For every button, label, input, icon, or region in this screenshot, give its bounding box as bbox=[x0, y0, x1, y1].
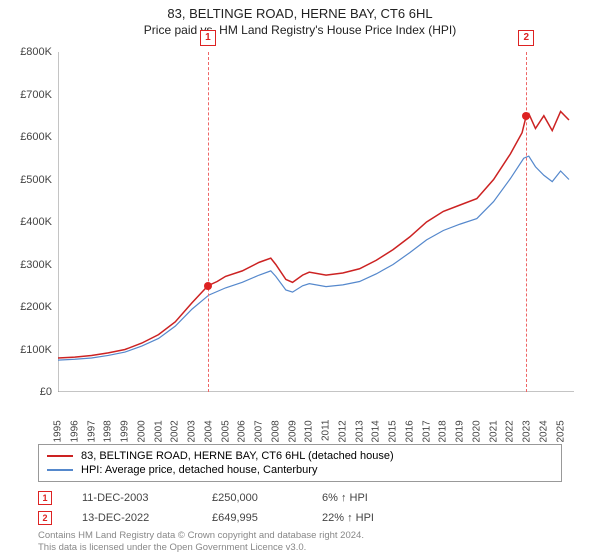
x-axis-label: 2006 bbox=[237, 420, 248, 442]
x-axis-label: 1998 bbox=[103, 420, 114, 442]
sale-marker: 1 bbox=[38, 491, 52, 505]
sale-price: £250,000 bbox=[212, 492, 292, 504]
sale-date: 11-DEC-2003 bbox=[82, 492, 182, 504]
sale-pct: 22% ↑ HPI bbox=[322, 512, 374, 524]
y-axis-label: £600K bbox=[0, 131, 52, 143]
x-axis-label: 1999 bbox=[120, 420, 131, 442]
x-axis-label: 2017 bbox=[421, 420, 432, 442]
x-axis-label: 2005 bbox=[220, 420, 231, 442]
x-axis-label: 2021 bbox=[488, 420, 499, 442]
y-axis-label: £800K bbox=[0, 46, 52, 58]
sale-row: 2 13-DEC-2022 £649,995 22% ↑ HPI bbox=[38, 508, 562, 528]
price-chart bbox=[58, 52, 574, 392]
x-axis-label: 2025 bbox=[555, 420, 566, 442]
sale-date: 13-DEC-2022 bbox=[82, 512, 182, 524]
x-axis-label: 1997 bbox=[86, 420, 97, 442]
x-axis-label: 2007 bbox=[254, 420, 265, 442]
marker-vline bbox=[208, 52, 209, 392]
legend-item: HPI: Average price, detached house, Cant… bbox=[47, 463, 553, 477]
y-axis-label: £400K bbox=[0, 216, 52, 228]
x-axis-label: 2004 bbox=[203, 420, 214, 442]
x-axis-label: 2013 bbox=[354, 420, 365, 442]
x-axis-label: 2008 bbox=[270, 420, 281, 442]
x-axis-label: 2010 bbox=[304, 420, 315, 442]
x-axis-label: 2022 bbox=[505, 420, 516, 442]
x-axis-label: 2012 bbox=[337, 420, 348, 442]
marker-dot bbox=[204, 282, 212, 290]
y-axis-label: £100K bbox=[0, 344, 52, 356]
x-axis-label: 2018 bbox=[438, 420, 449, 442]
sales-table: 1 11-DEC-2003 £250,000 6% ↑ HPI 2 13-DEC… bbox=[38, 488, 562, 528]
y-axis-label: £0 bbox=[0, 386, 52, 398]
x-axis-label: 2000 bbox=[136, 420, 147, 442]
x-axis-label: 2019 bbox=[455, 420, 466, 442]
x-axis-label: 2015 bbox=[388, 420, 399, 442]
y-axis-label: £700K bbox=[0, 89, 52, 101]
y-axis-label: £300K bbox=[0, 259, 52, 271]
y-axis-label: £500K bbox=[0, 174, 52, 186]
x-axis-label: 2003 bbox=[187, 420, 198, 442]
x-axis-label: 2023 bbox=[522, 420, 533, 442]
x-axis-label: 2011 bbox=[321, 420, 332, 442]
sale-price: £649,995 bbox=[212, 512, 292, 524]
x-axis-label: 2009 bbox=[287, 420, 298, 442]
legend: 83, BELTINGE ROAD, HERNE BAY, CT6 6HL (d… bbox=[38, 444, 562, 482]
x-axis-label: 2002 bbox=[170, 420, 181, 442]
x-axis-label: 2014 bbox=[371, 420, 382, 442]
marker-dot bbox=[522, 112, 530, 120]
page-title: 83, BELTINGE ROAD, HERNE BAY, CT6 6HL bbox=[0, 0, 600, 21]
x-axis-label: 1996 bbox=[69, 420, 80, 442]
footer-attribution: Contains HM Land Registry data © Crown c… bbox=[38, 530, 364, 555]
legend-label: HPI: Average price, detached house, Cant… bbox=[81, 464, 317, 476]
sale-row: 1 11-DEC-2003 £250,000 6% ↑ HPI bbox=[38, 488, 562, 508]
legend-item: 83, BELTINGE ROAD, HERNE BAY, CT6 6HL (d… bbox=[47, 449, 553, 463]
marker-box: 2 bbox=[518, 30, 534, 46]
x-axis-label: 2016 bbox=[404, 420, 415, 442]
page-subtitle: Price paid vs. HM Land Registry's House … bbox=[0, 21, 600, 37]
marker-vline bbox=[526, 52, 527, 392]
x-axis-label: 2020 bbox=[471, 420, 482, 442]
legend-label: 83, BELTINGE ROAD, HERNE BAY, CT6 6HL (d… bbox=[81, 450, 394, 462]
sale-pct: 6% ↑ HPI bbox=[322, 492, 368, 504]
x-axis-label: 2001 bbox=[153, 420, 164, 442]
x-axis-label: 1995 bbox=[53, 420, 64, 442]
marker-box: 1 bbox=[200, 30, 216, 46]
y-axis-label: £200K bbox=[0, 301, 52, 313]
x-axis-label: 2024 bbox=[538, 420, 549, 442]
sale-marker: 2 bbox=[38, 511, 52, 525]
